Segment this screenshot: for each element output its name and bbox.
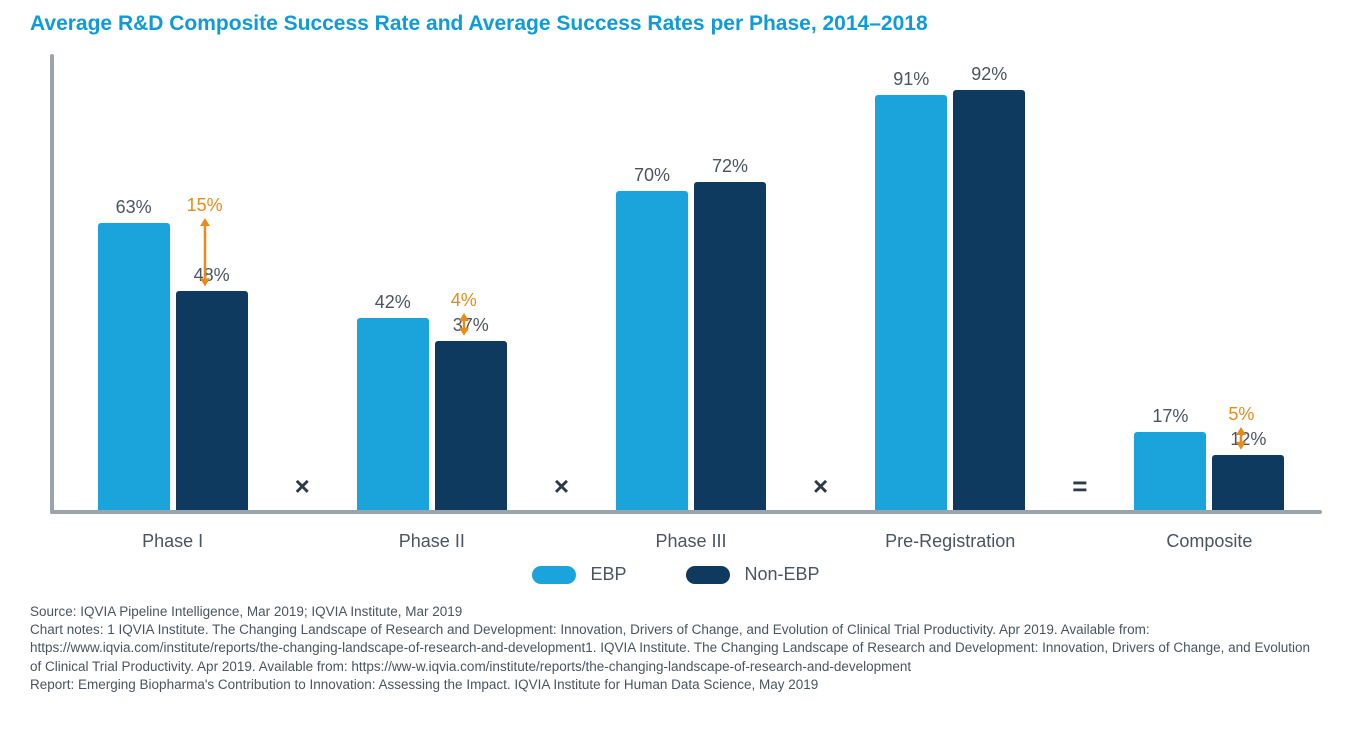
bar-group: 91%92% — [838, 54, 1063, 510]
chart-area: 63%48%15% ×42%37%4% ×70%72%×91%92%=17%12… — [50, 54, 1322, 544]
bar-ebp: 17% — [1134, 432, 1206, 510]
diff-arrow-icon — [198, 218, 212, 291]
bar-ebp: 70% — [616, 191, 688, 510]
diff-value: 15% — [187, 195, 223, 216]
report-line: Report: Emerging Biopharma's Contributio… — [30, 676, 1322, 694]
bar-nonebp: 12% — [1212, 455, 1284, 510]
chart-footer: Source: IQVIA Pipeline Intelligence, Mar… — [30, 603, 1322, 694]
bar-nonebp: 48% — [176, 291, 248, 510]
bar-value-label: 70% — [634, 165, 670, 186]
diff-value: 5% — [1228, 404, 1254, 425]
bar-ebp: 63% — [98, 223, 170, 510]
x-axis-label: Pre-Registration — [838, 531, 1063, 552]
x-axis-label: Phase I — [60, 531, 285, 552]
bar-value-label: 42% — [375, 292, 411, 313]
bar-group: 63%48%15% — [60, 54, 285, 510]
diff-annotation: 4% — [451, 290, 477, 341]
x-axis-label: Phase II — [319, 531, 544, 552]
x-axis-label: Composite — [1097, 531, 1322, 552]
bar-nonebp: 72% — [694, 182, 766, 510]
bar-value-label: 92% — [971, 64, 1007, 85]
bar-value-label: 91% — [893, 69, 929, 90]
y-axis — [50, 54, 54, 514]
legend-item-ebp: EBP — [532, 564, 626, 585]
bar-nonebp: 37% — [435, 341, 507, 510]
bar-value-label: 63% — [116, 197, 152, 218]
bar-nonebp: 92% — [953, 90, 1025, 510]
bar-value-label: 17% — [1152, 406, 1188, 427]
legend: EBP Non-EBP — [30, 564, 1322, 585]
source-line: Source: IQVIA Pipeline Intelligence, Mar… — [30, 603, 1322, 621]
legend-swatch-ebp — [532, 566, 576, 584]
bar-group: 42%37%4% — [319, 54, 544, 510]
legend-label-ebp: EBP — [590, 564, 626, 585]
x-axis — [50, 510, 1322, 514]
operator-symbol: × — [285, 471, 319, 510]
bar-value-label: 72% — [712, 156, 748, 177]
legend-label-nonebp: Non-EBP — [744, 564, 819, 585]
diff-value: 4% — [451, 290, 477, 311]
diff-annotation: 5% — [1228, 404, 1254, 455]
diff-arrow-icon — [1234, 427, 1248, 455]
operator-symbol: × — [544, 471, 578, 510]
chart-title: Average R&D Composite Success Rate and A… — [30, 12, 1322, 36]
bar-ebp: 42% — [357, 318, 429, 510]
diff-annotation: 15% — [187, 195, 223, 291]
x-axis-label: Phase III — [578, 531, 803, 552]
bar-group: 17%12%5% — [1097, 54, 1322, 510]
bar-group: 70%72% — [578, 54, 803, 510]
legend-swatch-nonebp — [686, 566, 730, 584]
x-axis-labels: Phase I Phase II Phase III Pre-Registration… — [60, 531, 1322, 552]
operator-symbol: = — [1063, 471, 1097, 510]
bar-ebp: 91% — [875, 95, 947, 510]
legend-item-nonebp: Non-EBP — [686, 564, 819, 585]
operator-symbol: × — [804, 471, 838, 510]
diff-arrow-icon — [457, 313, 471, 341]
notes-line: Chart notes: 1 IQVIA Institute. The Chan… — [30, 621, 1322, 676]
plot-region: 63%48%15% ×42%37%4% ×70%72%×91%92%=17%12… — [60, 54, 1322, 510]
